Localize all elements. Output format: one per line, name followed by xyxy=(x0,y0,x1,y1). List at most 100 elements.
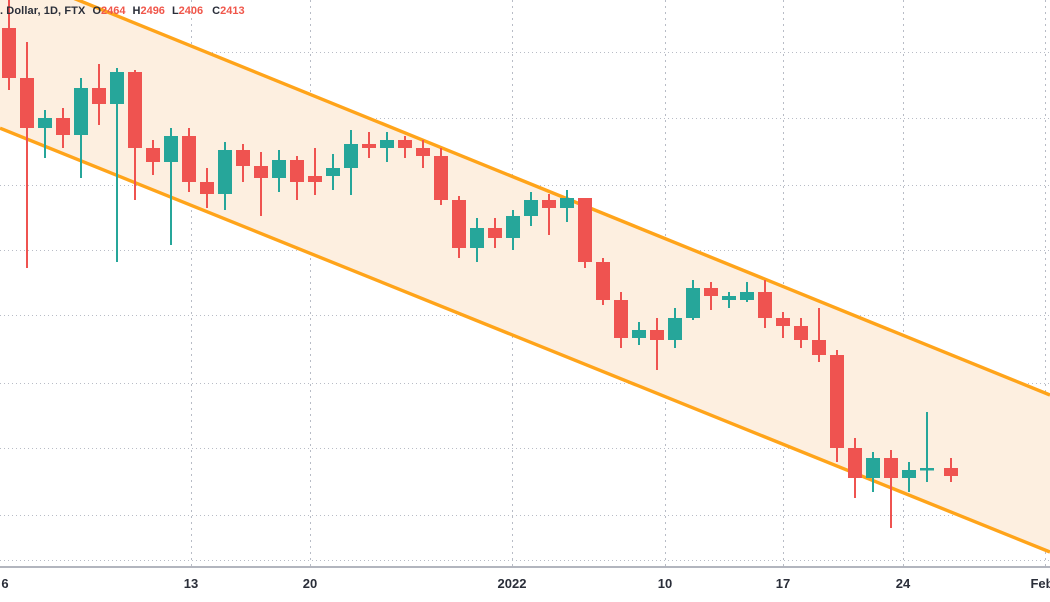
candlestick[interactable] xyxy=(722,292,736,308)
candle-body xyxy=(866,458,880,478)
candlestick[interactable] xyxy=(20,42,34,268)
candle-body xyxy=(254,166,268,178)
x-axis[interactable]: 6 13 20 2022 10 17 24 Feb xyxy=(0,566,1050,602)
candlestick[interactable] xyxy=(362,132,376,158)
candle-body xyxy=(164,136,178,162)
candlestick[interactable] xyxy=(578,198,592,268)
candlestick[interactable] xyxy=(632,322,646,345)
candlestick[interactable] xyxy=(848,438,862,498)
candle-body xyxy=(776,318,790,326)
candlestick[interactable] xyxy=(614,292,628,348)
candlestick[interactable] xyxy=(434,148,448,205)
candle-body xyxy=(542,200,556,208)
candlestick[interactable] xyxy=(470,218,484,262)
candlestick[interactable] xyxy=(488,218,502,248)
candle-body xyxy=(128,72,142,148)
x-axis-tick-label: 24 xyxy=(895,576,911,591)
candle-body xyxy=(182,136,196,182)
candle-body xyxy=(38,118,52,128)
candlestick[interactable] xyxy=(830,350,844,462)
candle-body xyxy=(722,296,736,300)
candlestick[interactable] xyxy=(254,152,268,216)
candle-body xyxy=(290,160,304,182)
candlestick[interactable] xyxy=(920,412,934,482)
candle-body xyxy=(848,448,862,478)
candle-body xyxy=(74,88,88,135)
candlestick[interactable] xyxy=(542,194,556,235)
candle-body xyxy=(452,200,466,248)
candle-body xyxy=(326,168,340,176)
candle-body xyxy=(380,140,394,148)
candle-body xyxy=(830,355,844,448)
candlestick[interactable] xyxy=(812,308,826,362)
candlestick[interactable] xyxy=(182,128,196,192)
candle-body xyxy=(92,88,106,104)
candle-body xyxy=(524,200,538,216)
channel-lower-line[interactable] xyxy=(0,126,1050,554)
candlestick[interactable] xyxy=(56,108,70,148)
candlestick[interactable] xyxy=(776,312,790,338)
candle-body xyxy=(434,156,448,200)
x-axis-tick-label: 2022 xyxy=(497,576,527,591)
candlestick[interactable] xyxy=(236,144,250,182)
candlestick[interactable] xyxy=(110,68,124,262)
candle-body xyxy=(56,118,70,135)
candle-body xyxy=(344,144,358,168)
candlestick[interactable] xyxy=(740,282,754,302)
candle-body xyxy=(578,198,592,262)
candlestick-series[interactable] xyxy=(2,0,958,528)
candlestick[interactable] xyxy=(344,130,358,195)
candlestick[interactable] xyxy=(2,0,16,90)
candlestick[interactable] xyxy=(560,190,574,222)
candlestick[interactable] xyxy=(650,318,664,370)
candlestick[interactable] xyxy=(128,70,142,200)
candle-body xyxy=(506,216,520,238)
candlestick[interactable] xyxy=(416,140,430,168)
candlestick[interactable] xyxy=(452,196,466,258)
candlestick[interactable] xyxy=(866,452,880,492)
candlestick[interactable] xyxy=(884,450,898,528)
candle-body xyxy=(110,72,124,104)
candlestick[interactable] xyxy=(506,210,520,250)
candlestick[interactable] xyxy=(218,142,232,210)
channel-upper-line[interactable] xyxy=(0,0,1050,397)
candle-body xyxy=(920,468,934,471)
candle-body xyxy=(668,318,682,340)
candlestick[interactable] xyxy=(686,280,700,320)
candlestick[interactable] xyxy=(944,458,958,482)
candlestick[interactable] xyxy=(200,168,214,208)
chart-canvas xyxy=(0,0,1050,566)
candle-body xyxy=(650,330,664,340)
candlestick[interactable] xyxy=(704,282,718,310)
candle-body xyxy=(944,468,958,476)
candlestick[interactable] xyxy=(38,110,52,158)
candle-body xyxy=(794,326,808,340)
candlestick[interactable] xyxy=(290,156,304,200)
candlestick[interactable] xyxy=(398,136,412,158)
candlestick[interactable] xyxy=(326,154,340,190)
candlestick[interactable] xyxy=(164,128,178,245)
candle-body xyxy=(470,228,484,248)
candlestick[interactable] xyxy=(596,258,610,305)
candlestick[interactable] xyxy=(668,308,682,348)
candlestick[interactable] xyxy=(272,150,286,192)
candle-body xyxy=(146,148,160,162)
candle-body xyxy=(236,150,250,166)
candle-body xyxy=(308,176,322,182)
candlestick[interactable] xyxy=(902,462,916,492)
candlestick[interactable] xyxy=(758,280,772,328)
candlestick[interactable] xyxy=(308,148,322,195)
candlestick[interactable] xyxy=(794,318,808,348)
candle-body xyxy=(2,28,16,78)
candle-body xyxy=(812,340,826,355)
candlestick[interactable] xyxy=(146,140,160,175)
candlestick[interactable] xyxy=(74,78,88,178)
x-axis-tick-label: 13 xyxy=(183,576,199,591)
parallel-channel-drawing[interactable] xyxy=(0,0,1050,554)
candlestick[interactable] xyxy=(92,64,106,125)
candle-body xyxy=(398,140,412,148)
candlestick[interactable] xyxy=(524,192,538,226)
chart-plot-area[interactable] xyxy=(0,0,1050,566)
candlestick[interactable] xyxy=(380,132,394,162)
